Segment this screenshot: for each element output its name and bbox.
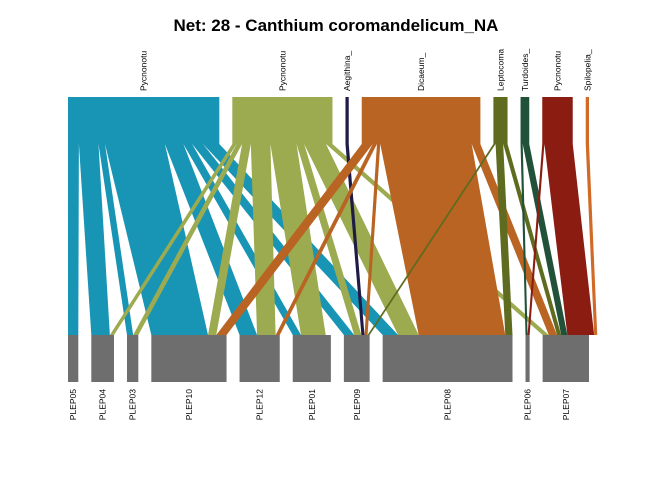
top-node-label: Leptocoma xyxy=(495,49,505,91)
bottom-node-label: PLEP12 xyxy=(255,389,265,420)
bottom-node-bar xyxy=(382,335,513,382)
label-layer: Pycnonotu Pycnonotu Aegithina_ Dicaeum_ Lept… xyxy=(68,49,592,421)
top-node-bar xyxy=(520,97,530,144)
link-0-2 xyxy=(98,144,134,335)
top-node-layer xyxy=(68,97,589,144)
link-3-6 xyxy=(364,144,381,335)
top-node-bar xyxy=(361,97,481,144)
bottom-node-label: PLEP09 xyxy=(352,389,362,420)
link-0-1 xyxy=(78,144,110,335)
bottom-node-layer xyxy=(68,335,589,382)
top-node-label: Pycnonotu xyxy=(139,51,149,91)
bottom-node-bar xyxy=(151,335,227,382)
link-1-3 xyxy=(208,144,251,335)
link-1-6 xyxy=(296,144,362,335)
link-5-9 xyxy=(522,144,568,335)
bottom-node-bar xyxy=(542,335,589,382)
top-node-label: Turdoides_ xyxy=(520,49,530,91)
top-node-bar xyxy=(542,97,573,144)
link-4-6 xyxy=(367,144,496,335)
bottom-node-label: PLEP10 xyxy=(184,389,194,420)
bottom-node-label: PLEP05 xyxy=(68,389,78,420)
link-1-2 xyxy=(133,144,243,335)
bottom-node-label: PLEP01 xyxy=(307,389,317,420)
link-4-7 xyxy=(495,144,513,335)
link-0-0 xyxy=(68,144,79,335)
top-node-bar xyxy=(68,97,220,144)
link-4-9 xyxy=(503,144,562,335)
link-0-3 xyxy=(105,144,208,335)
top-node-label: Aegithina_ xyxy=(342,51,352,91)
top-node-bar xyxy=(232,97,333,144)
bottom-node-bar xyxy=(126,335,139,382)
bottom-node-bar xyxy=(343,335,370,382)
link-layer xyxy=(68,144,598,335)
top-node-label: Pycnonotu xyxy=(552,51,562,91)
bottom-node-bar xyxy=(91,335,114,382)
bottom-node-label: PLEP07 xyxy=(561,389,571,420)
link-7-9 xyxy=(585,144,598,335)
link-6-9 xyxy=(544,144,595,335)
link-6-8 xyxy=(527,144,545,335)
top-node-label: Spilopelia_ xyxy=(582,49,592,91)
bottom-node-label: PLEP03 xyxy=(128,389,138,420)
top-node-bar xyxy=(345,97,349,144)
link-3-7 xyxy=(380,144,506,335)
bottom-node-bar xyxy=(292,335,331,382)
link-3-3 xyxy=(216,144,373,335)
bottom-node-label: PLEP08 xyxy=(443,389,453,420)
chart-title: Net: 28 - Canthium coromandelicum_NA xyxy=(174,16,499,35)
link-3-4 xyxy=(275,144,377,335)
link-5-8 xyxy=(520,144,528,335)
bottom-node-bar xyxy=(525,335,530,382)
top-node-bar xyxy=(493,97,508,144)
link-0-4 xyxy=(164,144,258,335)
link-3-9 xyxy=(471,144,558,335)
top-node-bar xyxy=(585,97,589,144)
bottom-node-label: PLEP04 xyxy=(98,389,108,420)
top-node-label: Pycnonotu xyxy=(277,51,287,91)
link-1-4 xyxy=(250,144,276,335)
top-node-label: Dicaeum_ xyxy=(416,52,426,91)
bottom-node-label: PLEP06 xyxy=(523,389,533,420)
link-1-1 xyxy=(109,144,237,335)
bottom-node-bar xyxy=(68,335,79,382)
bottom-node-bar xyxy=(239,335,280,382)
